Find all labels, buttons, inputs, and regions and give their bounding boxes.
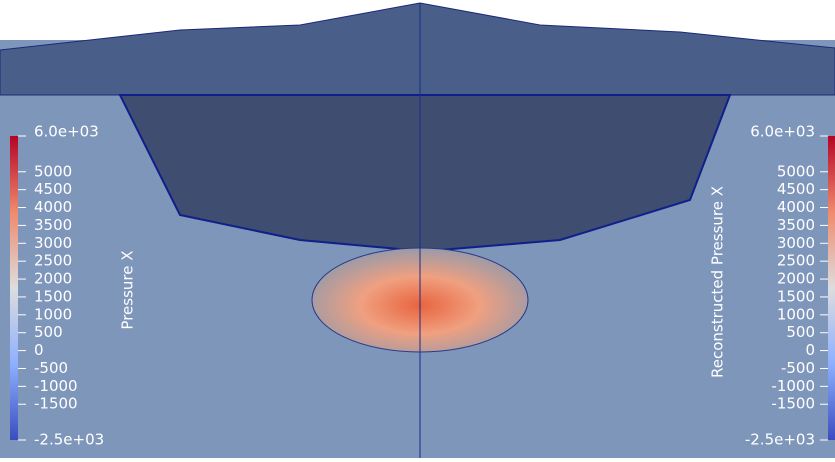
- tick-label: -2.5e+03: [745, 431, 815, 449]
- tick-label: 4500: [34, 180, 72, 198]
- tick-label: 3000: [777, 234, 815, 252]
- tick-label: 2500: [34, 252, 72, 270]
- tick-label: -500: [34, 359, 68, 377]
- tick-label: 2000: [34, 270, 72, 288]
- colorbar-title: Pressure X: [119, 250, 137, 329]
- tick-label: 6.0e+03: [750, 123, 815, 141]
- tick-label: -1500: [34, 395, 78, 413]
- tick-label: 0: [34, 341, 44, 359]
- tick-label: 2500: [777, 252, 815, 270]
- tick-label: 0: [805, 341, 815, 359]
- tick-label: 1000: [34, 305, 72, 323]
- tick-label: -1500: [771, 395, 815, 413]
- tick-label: 1000: [777, 305, 815, 323]
- tick-label: 5000: [777, 162, 815, 180]
- tick-label: -2.5e+03: [34, 431, 104, 449]
- tick-label: 1500: [34, 287, 72, 305]
- colorbar-left: [10, 136, 18, 440]
- tick-label: -1000: [771, 377, 815, 395]
- tick-label: 500: [786, 323, 815, 341]
- tick-label: -1000: [34, 377, 78, 395]
- tick-label: 5000: [34, 162, 72, 180]
- tick-label: 4500: [777, 180, 815, 198]
- colorbar-right: [828, 136, 835, 440]
- colorbar-title: Reconstructed Pressure X: [709, 186, 727, 378]
- tick-label: 3500: [34, 216, 72, 234]
- tick-label: 3500: [777, 216, 815, 234]
- tick-label: 500: [34, 323, 63, 341]
- tick-label: -500: [781, 359, 815, 377]
- tick-label: 4000: [777, 198, 815, 216]
- tick-label: 2000: [777, 270, 815, 288]
- tick-label: 4000: [34, 198, 72, 216]
- tick-label: 6.0e+03: [34, 123, 99, 141]
- tick-label: 1500: [777, 287, 815, 305]
- tick-label: 3000: [34, 234, 72, 252]
